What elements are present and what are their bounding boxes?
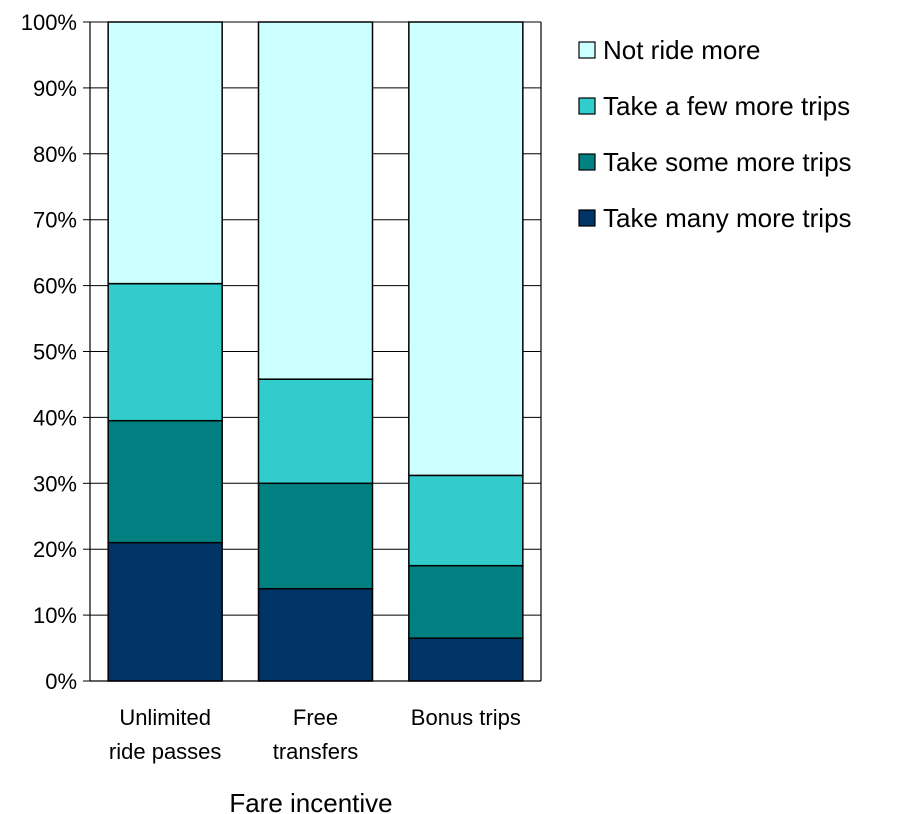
bar-segment-take-a-few-more-trips [107,282,223,422]
x-tick-label: transfers [273,739,359,764]
y-tick-label: 50% [33,340,77,365]
y-tick-label: 40% [33,405,77,430]
legend-label: Take many more trips [603,203,852,233]
x-tick-label: Free [293,705,338,730]
legend-label: Take a few more trips [603,91,850,121]
y-tick-label: 70% [33,208,77,233]
bar-segment-take-some-more-trips [408,564,524,639]
y-tick-label: 90% [33,76,77,101]
legend: Not ride more Take a few more trips Take s… [578,35,852,233]
bar-segment-not-ride-more [107,21,223,285]
y-tick-label: 100% [21,10,77,35]
x-tick-label: Bonus trips [411,705,521,730]
legend-label: Not ride more [603,35,761,65]
bar-segment-take-many-more-trips [408,637,524,682]
y-tick-label: 10% [33,603,77,628]
x-tick-label: ride passes [109,739,222,764]
y-tick-label: 30% [33,471,77,496]
legend-label: Take some more trips [603,147,852,177]
bar-segment-take-many-more-trips [257,587,374,682]
legend-swatch [578,41,596,59]
bar-segment-take-some-more-trips [257,482,374,590]
axes [83,21,542,682]
y-tick-label: 80% [33,142,77,167]
bar-segment-take-a-few-more-trips [408,474,524,567]
bar-segment-take-some-more-trips [107,419,223,544]
bars [107,21,524,682]
bar-segment-not-ride-more [257,21,374,380]
x-tick-label: Unlimited [119,705,211,730]
y-tick-labels: 0% 10% 20% 30% 40% 50% 60% 70% 80% 90% 100% [21,10,77,694]
bar-segment-not-ride-more [408,21,524,477]
y-tick-label: 0% [45,669,77,694]
legend-swatch [578,209,596,227]
x-axis-title: Fare incentive [229,788,392,814]
bar-segment-take-a-few-more-trips [257,378,374,485]
y-tick-label: 60% [33,274,77,299]
y-tick-label: 20% [33,537,77,562]
legend-swatch [578,153,596,171]
bar-segment-take-many-more-trips [107,541,223,682]
x-tick-labels: Unlimited ride passes Free transfers Bonus t… [109,705,521,764]
legend-swatch [578,97,596,115]
